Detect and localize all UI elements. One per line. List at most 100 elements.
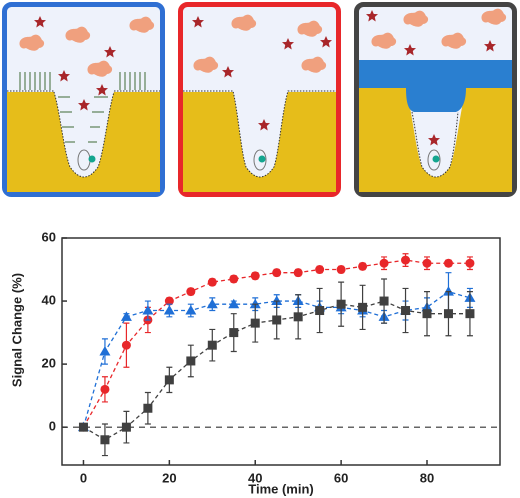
y-axis-label: Signal Change (%): [9, 273, 24, 387]
data-point: [442, 286, 454, 296]
x-tick-label: 20: [162, 470, 176, 485]
blocking-layer: [359, 60, 512, 112]
data-point: [206, 298, 218, 309]
data-point: [336, 265, 346, 275]
data-point: [77, 421, 89, 432]
data-point: [99, 346, 111, 356]
data-point: [443, 258, 453, 268]
electrode: [432, 155, 440, 163]
substrate: [359, 88, 512, 192]
error-bar: [123, 313, 130, 321]
data-point: [292, 295, 304, 306]
data-point: [293, 268, 303, 278]
data-point: [379, 296, 389, 306]
data-point: [186, 356, 196, 366]
error-bar: [338, 265, 345, 274]
x-tick-label: 40: [248, 470, 262, 485]
x-tick-label: 60: [334, 470, 348, 485]
data-point: [100, 384, 110, 394]
error-bar: [123, 322, 130, 368]
data-point: [100, 435, 110, 445]
error-bar: [424, 290, 430, 337]
y-tick-label: 20: [42, 356, 56, 371]
data-point: [229, 274, 239, 284]
error-bar: [166, 366, 173, 394]
panel-pit: [178, 2, 341, 197]
error-bar: [316, 300, 323, 315]
error-bar: [381, 256, 388, 271]
error-bar: [445, 272, 452, 312]
error-bar: [273, 294, 280, 308]
data-point: [229, 328, 239, 338]
data-point: [250, 318, 260, 328]
error-bar: [230, 300, 237, 308]
error-bar: [187, 287, 194, 296]
error-bar: [144, 300, 151, 321]
error-bar: [166, 297, 173, 305]
data-point: [207, 340, 217, 350]
error-bar: [123, 410, 130, 444]
data-point: [120, 311, 132, 321]
data-point: [401, 306, 411, 316]
schematics: [2, 2, 517, 197]
data-point: [249, 298, 261, 309]
plot-frame: [61, 237, 501, 466]
data-point: [78, 422, 88, 432]
substrate: [7, 92, 160, 192]
error-bar: [273, 268, 280, 277]
error-bar: [252, 272, 259, 280]
data-point: [400, 305, 412, 315]
data-point: [143, 403, 153, 413]
data-point: [293, 312, 303, 322]
error-bar: [338, 281, 345, 327]
brush: [19, 72, 146, 143]
data-point: [271, 295, 283, 306]
error-bar: [466, 256, 473, 271]
error-bar: [402, 287, 409, 334]
data-point: [315, 306, 325, 316]
data-point: [78, 422, 88, 432]
data-point: [228, 298, 240, 309]
error-bar: [101, 338, 108, 365]
error-bar: [402, 253, 409, 267]
error-bar: [338, 300, 345, 315]
data-point: [272, 268, 282, 278]
error-bar: [101, 423, 108, 457]
data-point: [163, 305, 175, 315]
data-point: [421, 301, 433, 312]
error-bar: [166, 303, 173, 318]
data-point: [464, 292, 476, 302]
error-bar: [381, 309, 388, 324]
data-point: [357, 305, 369, 315]
error-bar: [295, 294, 302, 340]
x-tick-label: 0: [80, 470, 87, 485]
data-point: [422, 258, 432, 268]
error-bar: [209, 328, 216, 362]
error-bar: [316, 287, 323, 334]
electrode: [88, 155, 96, 163]
error-bar: [80, 423, 87, 431]
error-bar: [80, 423, 87, 431]
error-bar: [144, 306, 151, 334]
data-point: [315, 265, 325, 275]
error-bar: [230, 275, 237, 283]
data-point: [379, 258, 389, 268]
data-point: [422, 309, 432, 319]
y-tick-label: 60: [42, 229, 56, 244]
error-bar: [445, 259, 452, 267]
data-point: [358, 302, 368, 312]
electrode: [258, 155, 266, 163]
error-bar: [295, 294, 302, 308]
x-tick-label: 80: [420, 470, 434, 485]
data-point: [272, 315, 282, 325]
data-point: [185, 305, 197, 315]
data-point: [401, 255, 411, 265]
probe: [253, 149, 267, 171]
series-line: [82, 290, 471, 428]
data-point: [186, 287, 196, 297]
error-bar: [144, 391, 151, 425]
error-bar: [252, 303, 259, 343]
series-line: [82, 259, 470, 428]
error-bar: [466, 290, 473, 337]
data-point: [250, 271, 260, 281]
